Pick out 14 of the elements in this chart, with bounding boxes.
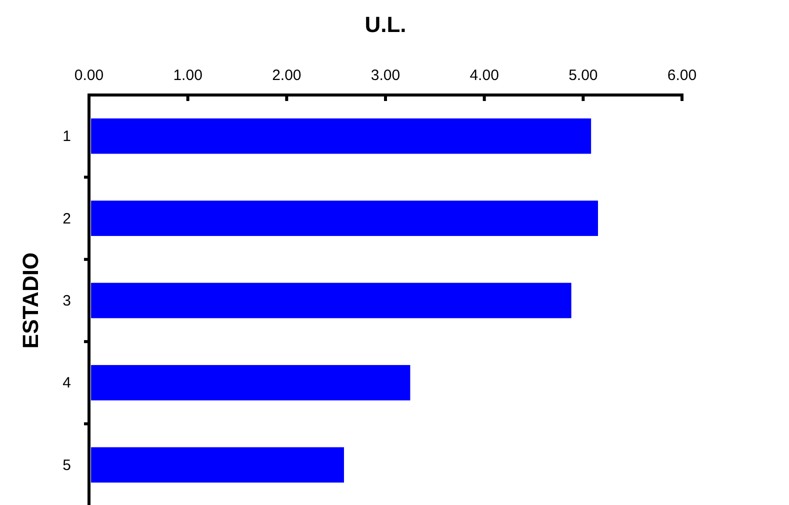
y-tick-label: 3 — [62, 292, 71, 310]
x-axis-title: U.L. — [364, 12, 406, 37]
y-axis-title: ESTADIO — [18, 252, 43, 349]
x-tick-label: 4.00 — [470, 67, 499, 84]
y-tick-label: 5 — [62, 456, 71, 474]
y-tick-label: 4 — [62, 374, 71, 392]
x-tick-label: 0.00 — [74, 67, 104, 84]
y-tick-label: 1 — [62, 128, 71, 146]
x-tick-label: 2.00 — [272, 67, 302, 84]
x-tick-label: 5.00 — [568, 67, 598, 84]
x-tick-label: 6.00 — [667, 67, 697, 84]
y-tick-label: 2 — [62, 210, 71, 228]
x-tick-label: 3.00 — [370, 67, 400, 84]
x-tick-label: 1.00 — [173, 67, 202, 84]
